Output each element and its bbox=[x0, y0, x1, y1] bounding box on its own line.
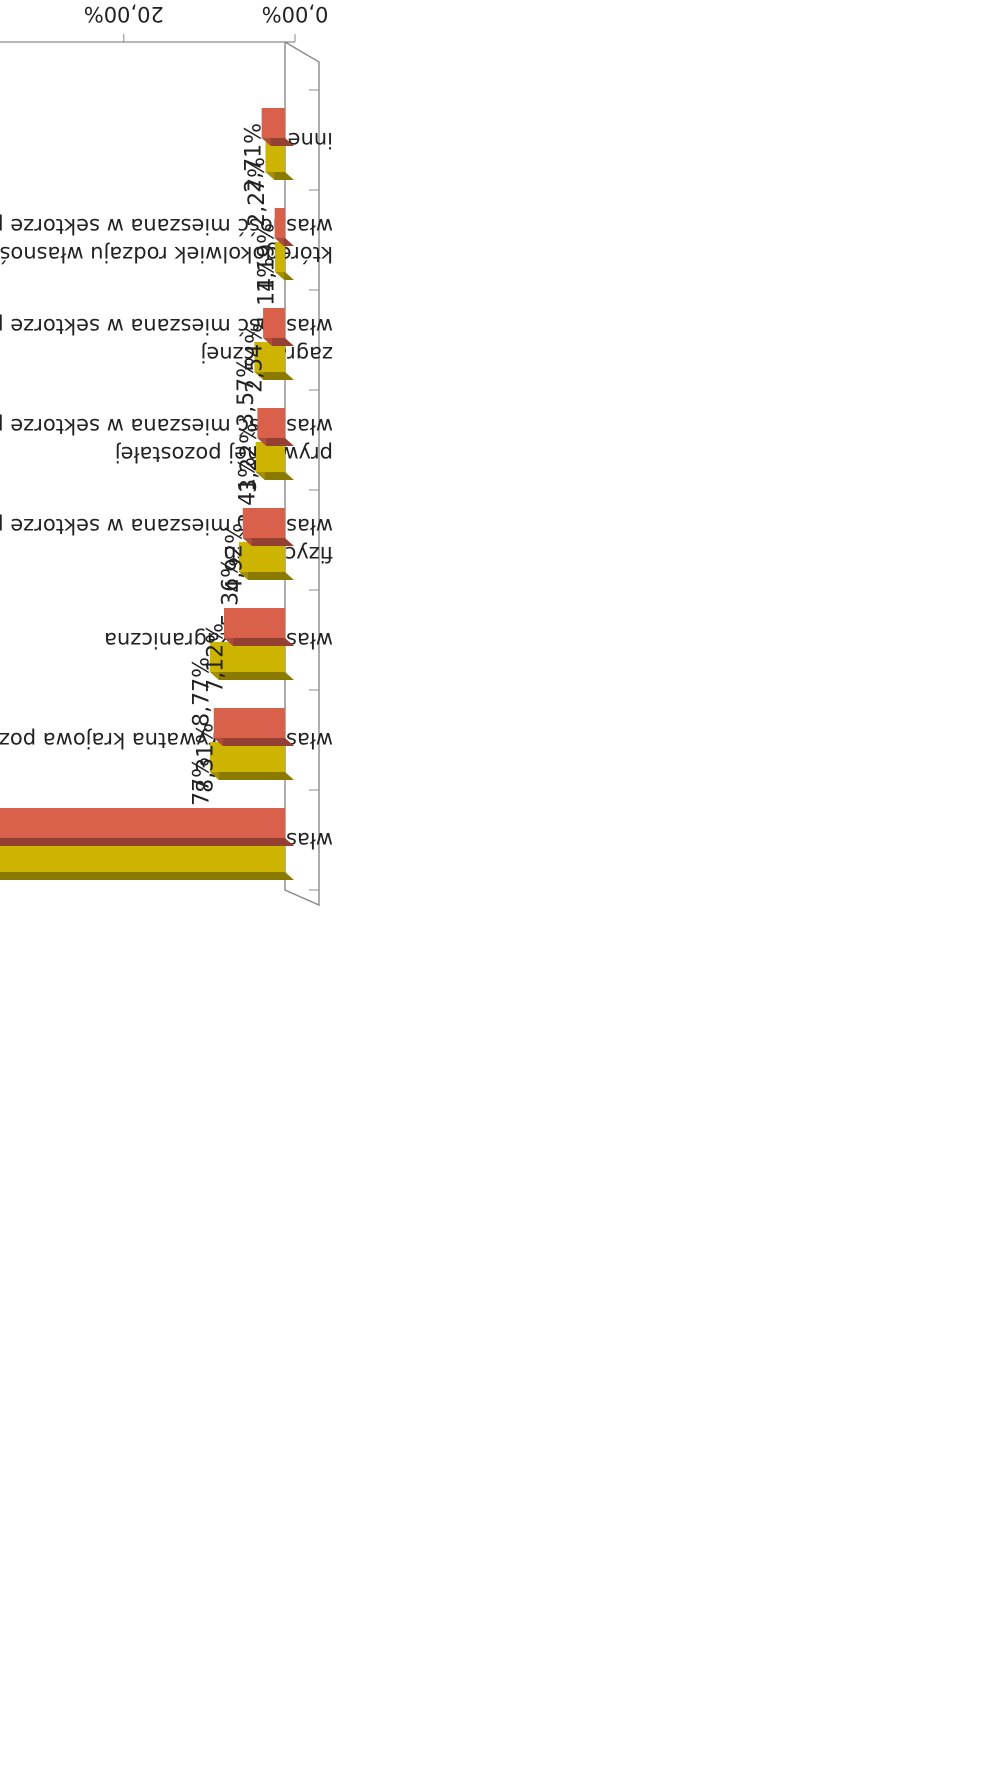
bar-2015 bbox=[213, 708, 285, 738]
bar-side-2017 bbox=[209, 672, 294, 680]
bar-2015 bbox=[224, 608, 285, 638]
bar-2017 bbox=[209, 642, 285, 672]
bar-2017 bbox=[275, 242, 285, 272]
bar-side-2017 bbox=[239, 572, 294, 580]
data-label: 2,54% bbox=[243, 323, 268, 393]
bar-side-2015 bbox=[242, 538, 294, 546]
bar-side-2015 bbox=[213, 738, 294, 746]
bar-2015 bbox=[263, 308, 285, 338]
data-label: 4,92% bbox=[222, 523, 247, 593]
bar-side-2015 bbox=[257, 438, 294, 446]
bar-2017 bbox=[265, 142, 285, 172]
value-tick-label: 0,00% bbox=[262, 2, 329, 26]
category-floor-frame bbox=[284, 41, 320, 907]
bar-2017 bbox=[0, 842, 285, 872]
bar-side-2017 bbox=[254, 372, 294, 380]
bar-2015 bbox=[257, 408, 285, 438]
bar-2017 bbox=[255, 442, 285, 472]
bar-side-2017 bbox=[255, 472, 294, 480]
bar-side-2017 bbox=[0, 872, 294, 880]
data-label: 8,77% bbox=[189, 657, 214, 727]
bar-side-2017 bbox=[209, 772, 294, 780]
value-tick-label: 20,00% bbox=[84, 2, 164, 26]
data-label: 2,27% bbox=[245, 157, 270, 227]
bar-2015 bbox=[0, 808, 285, 838]
bar-2017 bbox=[239, 542, 285, 572]
bar-side-2015 bbox=[224, 638, 294, 646]
bar-2015 bbox=[242, 508, 285, 538]
bar-2015 bbox=[261, 108, 285, 138]
data-label: 3,22% bbox=[237, 423, 262, 493]
category-label: prywatnej pozostałej bbox=[115, 442, 333, 466]
bar-side-2015 bbox=[0, 838, 294, 846]
bar-2017 bbox=[209, 742, 285, 772]
data-label: 1,19% bbox=[254, 223, 279, 293]
bar-2017 bbox=[254, 342, 285, 372]
bar-2015 bbox=[274, 208, 285, 238]
data-label: 8,31% bbox=[193, 723, 218, 793]
category-label: inne bbox=[288, 128, 333, 152]
data-label: 2,71% bbox=[241, 123, 266, 193]
data-label: 3,57% bbox=[234, 357, 259, 427]
data-label: 7,12% bbox=[204, 623, 229, 693]
